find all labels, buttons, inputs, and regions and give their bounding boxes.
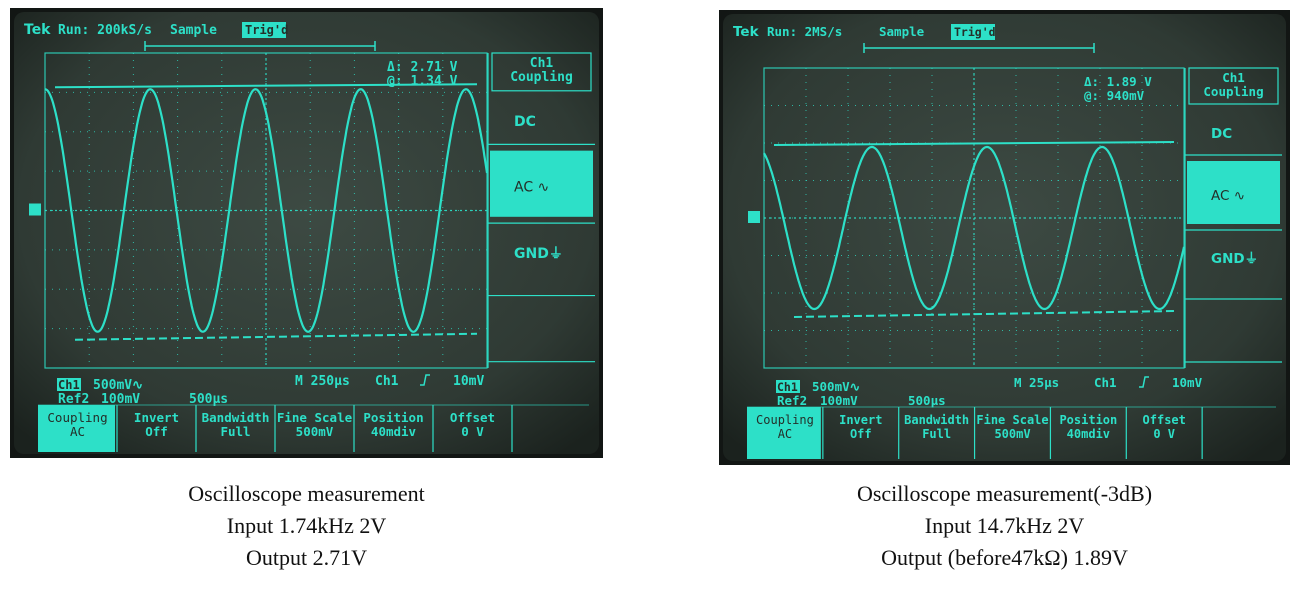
ch1-scale-readout: 500mV∿ (93, 378, 143, 393)
trigger-status-badge: Trig'd (245, 23, 288, 37)
trigger-level-readout: 10mV (1172, 375, 1203, 390)
trigger-source-readout: Ch1 (375, 374, 399, 389)
ac-coupling-highlight (1187, 161, 1280, 224)
cursor-position-readout: @: 940mV (1084, 88, 1145, 103)
crt-screen (723, 14, 1286, 461)
dc-coupling-option: DC (514, 114, 536, 130)
oscilloscope-screen-right: Tek Run: 2MS/s Sample Trig'd Δ: 1.89 V @: 940… (719, 10, 1290, 465)
coupling-button-highlight (38, 405, 115, 452)
bottom-menu-label: Fine Scale (976, 413, 1048, 427)
rising-edge-icon (1139, 376, 1149, 388)
tek-logo: Tek (733, 24, 760, 40)
cursor-line-top (773, 141, 1175, 146)
bottom-menu-value: Off (850, 427, 872, 441)
acquisition-mode-text: Sample (879, 24, 925, 39)
dc-coupling-option: DC (1211, 126, 1232, 142)
bottom-menu-label: Invert (134, 410, 179, 425)
cursor-line-bottom (793, 310, 1175, 318)
run-status-text: Run: 200kS/s (58, 23, 152, 38)
ch1-label-bg (776, 380, 800, 393)
trigd-badge-bg (242, 22, 286, 38)
bottom-menu-label: Position (1059, 413, 1117, 427)
bottom-menu-label: Offset (450, 410, 495, 425)
bottom-menu-label: Bandwidth (904, 413, 969, 427)
ref2-scale-readout: 100mV (820, 393, 858, 408)
bottom-menu-value: Off (145, 424, 168, 439)
ch1-label: Ch1 (777, 380, 798, 394)
bottom-menu-value: AC (70, 424, 85, 439)
graticule (44, 52, 488, 369)
main-timebase-readout: M 250µs (295, 374, 350, 389)
ref2-label: Ref2 (58, 392, 89, 407)
gnd-coupling-option: GND⏚ (514, 246, 563, 262)
cursor-delta-readout: Δ: 2.71 V (387, 60, 458, 75)
ch1-scale-readout: 500mV∿ (812, 379, 860, 394)
side-menu-subtitle: Coupling (510, 70, 573, 85)
ac-coupling-option: AC ∿ (1211, 188, 1245, 204)
side-menu-title-box (491, 52, 592, 92)
run-status-text: Run: 2MS/s (767, 24, 842, 39)
graticule (763, 67, 1185, 369)
ch1-ground-marker (748, 211, 760, 223)
tek-logo: Tek (24, 22, 51, 38)
bottom-menu-label: Fine Scale (277, 410, 353, 425)
gnd-coupling-option: GND⏚ (1211, 251, 1258, 267)
cursor-line-top (54, 83, 478, 89)
bottom-menu-value: AC (778, 427, 792, 441)
caption-input: Input 14.7kHz 2V (924, 513, 1085, 538)
ref2-time-readout: 500µs (908, 393, 946, 408)
ch1-sine-waveform (763, 145, 1186, 311)
trigger-status-badge: Trig'd (954, 25, 996, 39)
ac-coupling-highlight (490, 150, 593, 217)
bottom-menu-label: Position (363, 410, 423, 425)
bottom-menu-label: Coupling (47, 410, 107, 425)
cursor-delta-readout: Δ: 1.89 V (1084, 74, 1152, 89)
bottom-menu-value: 40mdiv (1067, 427, 1110, 441)
bottom-menu-value: 500mV (994, 427, 1030, 441)
coupling-button-highlight (747, 407, 821, 459)
oscilloscope-screen-left: Tek Run: 200kS/s Sample Trig'd Δ: 2.71 V @: 1… (10, 8, 603, 458)
rising-edge-icon (420, 374, 430, 386)
ref2-time-readout: 500µs (189, 392, 228, 407)
bottom-menu-value: 0 V (1153, 427, 1175, 441)
side-menu-title-box (1188, 67, 1279, 105)
bottom-menu-label: Offset (1143, 413, 1186, 427)
trigger-level-readout: 10mV (453, 374, 484, 389)
caption-title: Oscilloscope measurement (188, 481, 425, 506)
side-menu-subtitle: Coupling (1203, 84, 1263, 99)
trigger-source-readout: Ch1 (1094, 375, 1117, 390)
bottom-menu-label: Invert (839, 413, 882, 427)
ac-coupling-option: AC ∿ (514, 180, 549, 196)
caption-title: Oscilloscope measurement(-3dB) (856, 481, 1153, 506)
ch1-sine-waveform (44, 88, 489, 333)
ch1-label: Ch1 (58, 378, 80, 392)
bottom-menu-value: 500mV (296, 424, 334, 439)
ref2-label: Ref2 (777, 393, 807, 408)
caption-output: Output 2.71V (246, 545, 367, 570)
bottom-menu-value: Full (922, 427, 951, 441)
cursor-position-readout: @: 1.34 V (387, 74, 458, 89)
bottom-menu-label: Bandwidth (202, 410, 270, 425)
cursor-line-bottom (74, 332, 478, 341)
ch1-ground-marker (29, 203, 41, 216)
oscilloscope-display: Tek Run: 200kS/s Sample Trig'd Δ: 2.71 V@: 1… (10, 8, 603, 458)
acquisition-mode-text: Sample (170, 23, 217, 38)
oscilloscope-display: Tek Run: 2MS/s Sample Trig'd Δ: 1.89 V@: 940… (719, 10, 1290, 465)
main-timebase-readout: M 25µs (1014, 375, 1059, 390)
caption-right: Oscilloscope measurement(-3dB) Input 14.… (719, 478, 1290, 574)
side-menu-title: Ch1 (530, 56, 554, 71)
bottom-menu-value: 40mdiv (371, 424, 417, 439)
bottom-menu-value: Full (220, 424, 250, 439)
ch1-label-bg (57, 378, 81, 391)
trigd-badge-bg (951, 24, 995, 40)
side-menu-title: Ch1 (1222, 70, 1245, 85)
bottom-menu-label: Coupling (756, 413, 814, 427)
caption-input: Input 1.74kHz 2V (226, 513, 387, 538)
caption-output: Output (before47kΩ) 1.89V (881, 545, 1128, 570)
ref2-scale-readout: 100mV (101, 392, 140, 407)
bottom-menu-value: 0 V (461, 424, 484, 439)
caption-left: Oscilloscope measurement Input 1.74kHz 2… (30, 478, 583, 574)
